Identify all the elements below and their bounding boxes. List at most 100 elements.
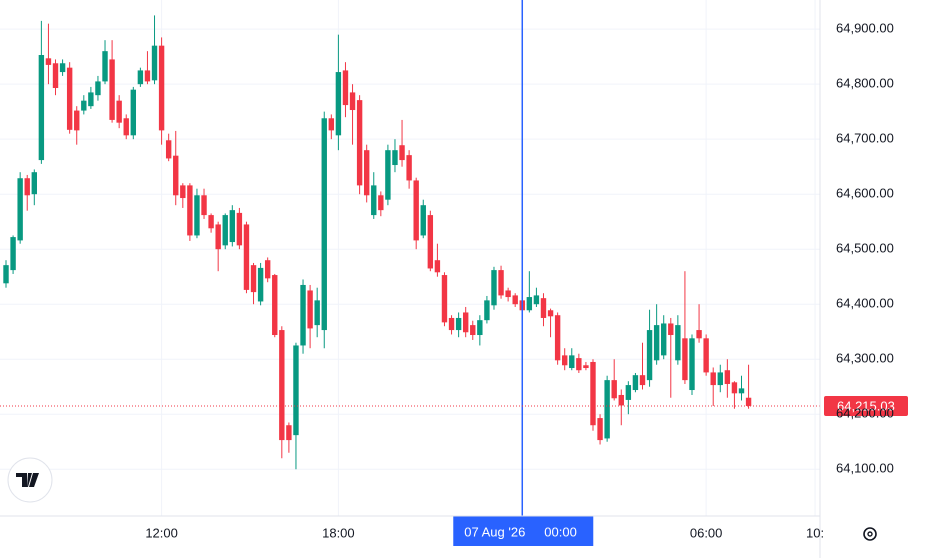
candle-body: [632, 375, 639, 391]
candle-body: [59, 63, 66, 73]
candle-body: [279, 330, 285, 441]
candle-body: [257, 267, 264, 302]
candle-body: [533, 295, 540, 305]
candle-body: [441, 275, 448, 323]
settings-button[interactable]: [863, 527, 877, 541]
candle-body: [229, 210, 236, 243]
candle-body: [10, 237, 16, 271]
candle-body: [710, 372, 716, 386]
candle-body: [243, 224, 250, 290]
candle-body: [371, 185, 377, 216]
candle-body: [208, 215, 214, 229]
candle-body: [724, 370, 731, 384]
y-tick-label: 64,400.00: [836, 296, 894, 311]
candle-body: [434, 260, 441, 273]
candle-body: [286, 425, 292, 441]
candle-body: [109, 59, 115, 120]
candle-body: [74, 110, 80, 131]
crosshair-time-label-bg: [453, 516, 594, 546]
candle-body: [314, 300, 320, 326]
candle-body: [363, 150, 370, 196]
candle-body: [406, 155, 412, 181]
y-tick-label: 64,100.00: [836, 461, 894, 476]
candle-body: [668, 323, 674, 336]
candle-body: [717, 372, 723, 386]
y-tick-label: 64,300.00: [836, 351, 894, 366]
candle-body: [385, 150, 391, 200]
candle-body: [420, 205, 426, 236]
candle-body: [526, 297, 533, 311]
candle-body: [356, 100, 363, 186]
candle-body: [675, 325, 681, 361]
candle-body: [413, 180, 419, 241]
candle-body: [272, 275, 278, 336]
candle-body: [123, 118, 129, 136]
candle-body: [682, 338, 688, 381]
candle-body: [597, 418, 603, 441]
candle-body: [130, 89, 137, 136]
candle-body: [703, 338, 709, 373]
candle-body: [3, 265, 9, 284]
candle-body: [158, 45, 165, 131]
y-tick-label: 64,500.00: [836, 241, 894, 256]
candle-body: [562, 355, 568, 366]
candle-body: [95, 81, 101, 96]
candle-body: [484, 300, 490, 321]
candle-body: [180, 185, 186, 199]
candle-body: [165, 140, 172, 159]
x-tick-label: 18:00: [322, 525, 355, 540]
candle-body: [745, 397, 752, 406]
candle-body: [583, 365, 589, 369]
y-tick-label: 64,700.00: [836, 131, 894, 146]
candle-body: [540, 298, 547, 318]
tradingview-logo[interactable]: [7, 457, 53, 503]
candle-body: [349, 92, 356, 111]
candle-body: [300, 284, 306, 346]
candle-body: [576, 358, 582, 371]
candle-body: [187, 185, 193, 236]
candle-body: [201, 195, 207, 216]
candle-body: [236, 212, 243, 246]
y-tick-label: 64,200.00: [836, 406, 894, 421]
candle-body: [307, 290, 313, 329]
candle-body: [137, 70, 144, 85]
candle-body: [604, 380, 610, 439]
candle-body: [547, 310, 554, 317]
candle-body: [335, 72, 342, 136]
candle-body: [392, 150, 398, 166]
candle-body: [427, 215, 434, 269]
candle-body: [689, 338, 695, 391]
candle-body: [625, 385, 632, 400]
y-tick-label: 64,800.00: [836, 76, 894, 91]
candle-body: [498, 270, 504, 296]
candle-body: [45, 58, 52, 65]
candle-body: [52, 63, 59, 89]
candle-body: [31, 172, 37, 195]
candle-body: [470, 325, 476, 336]
y-tick-label: 64,600.00: [836, 186, 894, 201]
candle-body: [38, 55, 45, 161]
candle-body: [88, 92, 94, 107]
candle-body: [222, 215, 228, 246]
candle-body: [321, 118, 327, 331]
candle-body: [173, 155, 179, 196]
candle-body: [151, 45, 158, 81]
last-price-label-bg: [824, 395, 908, 416]
candle-body: [639, 375, 646, 386]
candle-body: [462, 312, 469, 333]
candle-body: [102, 51, 108, 82]
candle-body: [569, 355, 575, 369]
candle-body: [81, 100, 87, 111]
candle-body: [250, 265, 257, 293]
candle-body: [24, 178, 30, 196]
candle-body: [491, 270, 497, 306]
candle-body: [554, 315, 561, 361]
crosshair-time: 00:00: [544, 524, 577, 539]
candle-body: [215, 224, 221, 250]
candle-body: [477, 320, 483, 336]
candle-body: [116, 100, 122, 123]
candle-body: [342, 70, 349, 106]
crosshair-date: 07 Aug '26: [464, 524, 525, 539]
candle-body: [328, 118, 335, 131]
